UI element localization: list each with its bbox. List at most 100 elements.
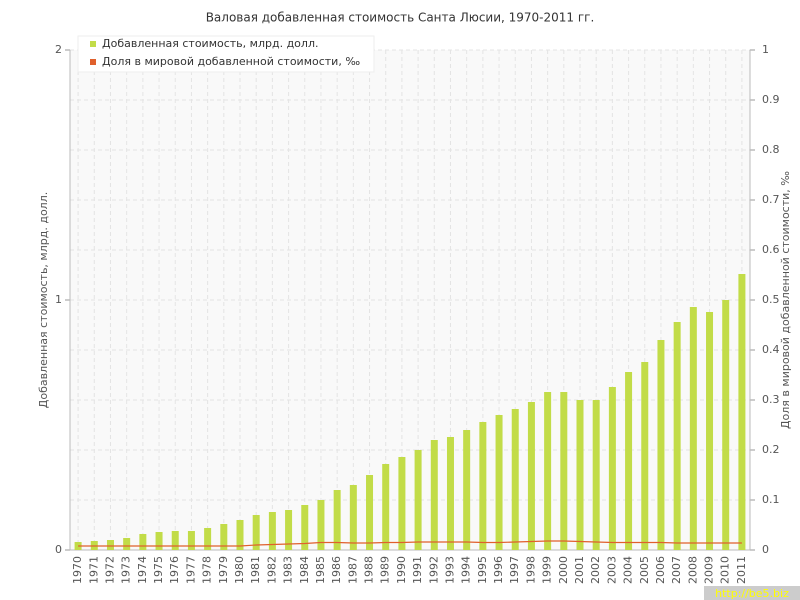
legend-label: Добавленная стоимость, млрд. долл. [102, 37, 318, 50]
bar [220, 524, 228, 550]
x-tick-label: 1991 [411, 556, 424, 584]
bar [155, 532, 163, 550]
bar [430, 440, 438, 550]
bar [738, 274, 746, 550]
x-tick-label: 2001 [573, 556, 586, 584]
x-tick-label: 1990 [395, 556, 408, 584]
bar [689, 307, 697, 550]
x-tick-label: 2006 [654, 556, 667, 584]
y2-tick-label: 0.5 [762, 293, 780, 306]
x-tick-label: 1987 [346, 556, 359, 584]
y2-tick-label: 0.6 [762, 243, 780, 256]
x-tick-label: 2010 [719, 556, 732, 584]
y-axis-title: Добавленная стоимость, млрд. долл. [37, 192, 50, 408]
x-tick-label: 1979 [217, 556, 230, 584]
y2-tick-label: 0 [762, 543, 769, 556]
bar [268, 512, 276, 550]
x-tick-label: 1982 [265, 556, 278, 584]
legend-label: Доля в мировой добавленной стоимости, ‰ [102, 55, 360, 68]
y-tick-label: 2 [55, 43, 62, 56]
y2-tick-label: 0.4 [762, 343, 780, 356]
y2-tick-label: 0.1 [762, 493, 780, 506]
x-tick-label: 2009 [703, 556, 716, 584]
x-tick-label: 1970 [71, 556, 84, 584]
y-tick-label: 0 [55, 543, 62, 556]
bar [366, 475, 374, 550]
bar [576, 400, 584, 550]
y2-tick-label: 0.8 [762, 143, 780, 156]
bar [204, 528, 212, 550]
bar [333, 490, 341, 550]
bar [463, 430, 471, 550]
x-tick-label: 1980 [233, 556, 246, 584]
x-tick-label: 2008 [686, 556, 699, 584]
bar [608, 387, 616, 550]
x-tick-label: 2007 [670, 556, 683, 584]
bar [511, 409, 519, 550]
y2-tick-label: 1 [762, 43, 769, 56]
bar [285, 510, 293, 550]
y2-tick-label: 0.2 [762, 443, 780, 456]
x-tick-label: 1985 [314, 556, 327, 584]
x-tick-label: 1992 [427, 556, 440, 584]
x-tick-label: 1971 [87, 556, 100, 584]
watermark-bg [704, 586, 800, 600]
y2-tick-label: 0.9 [762, 93, 780, 106]
x-tick-label: 1997 [508, 556, 521, 584]
bar [560, 392, 568, 550]
y-tick-label: 1 [55, 293, 62, 306]
x-tick-label: 1989 [379, 556, 392, 584]
bar [106, 540, 114, 550]
x-tick-label: 2011 [735, 556, 748, 584]
x-tick-label: 1998 [524, 556, 537, 584]
bar [544, 392, 552, 550]
bar [382, 464, 390, 550]
x-tick-label: 1993 [443, 556, 456, 584]
x-tick-label: 2002 [589, 556, 602, 584]
y2-tick-label: 0.7 [762, 193, 780, 206]
bar [171, 531, 179, 550]
x-tick-label: 1972 [103, 556, 116, 584]
bar [301, 505, 309, 550]
x-tick-label: 1986 [330, 556, 343, 584]
y2-tick-label: 0.3 [762, 393, 780, 406]
watermark: http://be5.biz [715, 587, 789, 600]
bar [236, 520, 244, 550]
bar [722, 300, 730, 550]
x-tick-label: 1974 [136, 556, 149, 584]
bar [398, 457, 406, 550]
legend-box [77, 35, 375, 73]
x-tick-label: 1973 [120, 556, 133, 584]
x-tick-label: 1996 [492, 556, 505, 584]
x-tick-label: 1977 [184, 556, 197, 584]
bar [641, 362, 649, 550]
line [78, 540, 742, 547]
x-tick-label: 2003 [605, 556, 618, 584]
bar [446, 437, 454, 550]
bar [349, 485, 357, 550]
x-tick-label: 2005 [638, 556, 651, 584]
bar [414, 450, 422, 550]
x-tick-label: 1978 [201, 556, 214, 584]
bar [527, 402, 535, 550]
bar [123, 538, 131, 550]
bar [657, 340, 665, 550]
bar [479, 422, 487, 550]
x-tick-label: 2004 [622, 556, 635, 584]
x-tick-label: 1995 [476, 556, 489, 584]
x-tick-label: 1988 [363, 556, 376, 584]
bar [625, 372, 633, 550]
x-tick-label: 1999 [541, 556, 554, 584]
legend-swatch [90, 41, 96, 47]
bar [139, 534, 147, 550]
chart-title: Валовая добавленная стоимость Санта Люси… [206, 11, 595, 25]
x-tick-label: 1975 [152, 556, 165, 584]
legend-swatch [90, 59, 96, 65]
x-tick-label: 1994 [460, 556, 473, 584]
bar [187, 531, 195, 550]
bar [495, 415, 503, 550]
bar [673, 322, 681, 550]
x-tick-label: 1976 [168, 556, 181, 584]
x-tick-label: 1983 [282, 556, 295, 584]
